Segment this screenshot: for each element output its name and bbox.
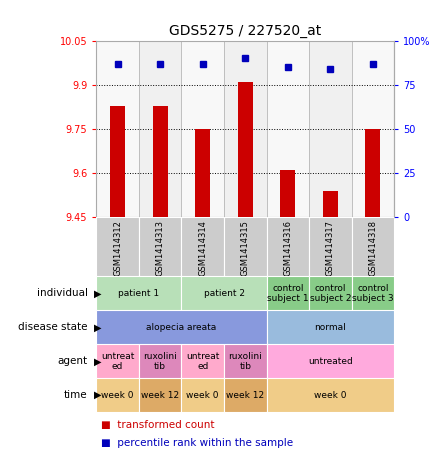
Text: individual: individual — [37, 288, 88, 299]
Text: patient 1: patient 1 — [118, 289, 159, 298]
Text: untreat
ed: untreat ed — [101, 352, 134, 371]
Text: ▶: ▶ — [94, 390, 102, 400]
Text: week 12: week 12 — [226, 391, 265, 400]
Bar — [267, 378, 394, 412]
Text: ■  transformed count: ■ transformed count — [101, 420, 214, 430]
Bar — [238, 82, 253, 217]
Bar — [309, 276, 352, 310]
Bar — [110, 106, 125, 217]
Bar — [139, 41, 181, 217]
Text: GSM1414315: GSM1414315 — [241, 221, 250, 276]
Bar — [224, 41, 267, 217]
Text: week 0: week 0 — [187, 391, 219, 400]
Bar — [267, 276, 309, 310]
Bar — [96, 41, 139, 217]
Text: GSM1414316: GSM1414316 — [283, 221, 292, 276]
Text: ▶: ▶ — [94, 322, 102, 333]
Text: GSM1414317: GSM1414317 — [326, 221, 335, 276]
Bar — [139, 378, 181, 412]
Bar — [267, 41, 309, 217]
Text: time: time — [64, 390, 88, 400]
Text: patient 2: patient 2 — [204, 289, 244, 298]
Bar — [96, 344, 139, 378]
Bar — [139, 344, 181, 378]
Bar — [195, 129, 210, 217]
Text: week 0: week 0 — [314, 391, 346, 400]
Bar — [181, 344, 224, 378]
Text: control
subject 1: control subject 1 — [267, 284, 309, 303]
Text: week 12: week 12 — [141, 391, 179, 400]
Text: normal: normal — [314, 323, 346, 332]
Bar — [181, 378, 224, 412]
Bar — [181, 217, 224, 276]
Bar — [309, 41, 352, 217]
Text: alopecia areata: alopecia areata — [146, 323, 216, 332]
Bar — [224, 344, 267, 378]
Bar — [267, 344, 394, 378]
Bar — [323, 191, 338, 217]
Bar — [352, 41, 394, 217]
Text: untreated: untreated — [308, 357, 353, 366]
Bar — [309, 217, 352, 276]
Text: GSM1414313: GSM1414313 — [155, 221, 165, 276]
Bar — [267, 310, 394, 344]
Text: GSM1414318: GSM1414318 — [368, 221, 378, 276]
Text: ruxolini
tib: ruxolini tib — [143, 352, 177, 371]
Bar — [365, 129, 380, 217]
Text: GSM1414314: GSM1414314 — [198, 221, 207, 276]
Bar — [352, 217, 394, 276]
Bar — [280, 170, 295, 217]
Text: ▶: ▶ — [94, 356, 102, 366]
Title: GDS5275 / 227520_at: GDS5275 / 227520_at — [169, 24, 321, 39]
Text: untreat
ed: untreat ed — [186, 352, 219, 371]
Bar — [96, 378, 139, 412]
Bar — [224, 378, 267, 412]
Bar — [267, 217, 309, 276]
Text: control
subject 3: control subject 3 — [352, 284, 394, 303]
Bar — [153, 106, 168, 217]
Text: control
subject 2: control subject 2 — [310, 284, 351, 303]
Bar — [181, 41, 224, 217]
Bar — [139, 217, 181, 276]
Bar — [181, 276, 267, 310]
Text: ■  percentile rank within the sample: ■ percentile rank within the sample — [101, 439, 293, 448]
Text: ruxolini
tib: ruxolini tib — [228, 352, 262, 371]
Text: week 0: week 0 — [101, 391, 134, 400]
Text: ▶: ▶ — [94, 288, 102, 299]
Text: GSM1414312: GSM1414312 — [113, 221, 122, 276]
Bar — [96, 310, 267, 344]
Text: agent: agent — [57, 356, 88, 366]
Bar — [96, 217, 139, 276]
Bar — [352, 276, 394, 310]
Bar — [96, 276, 181, 310]
Bar — [224, 217, 267, 276]
Text: disease state: disease state — [18, 322, 88, 333]
